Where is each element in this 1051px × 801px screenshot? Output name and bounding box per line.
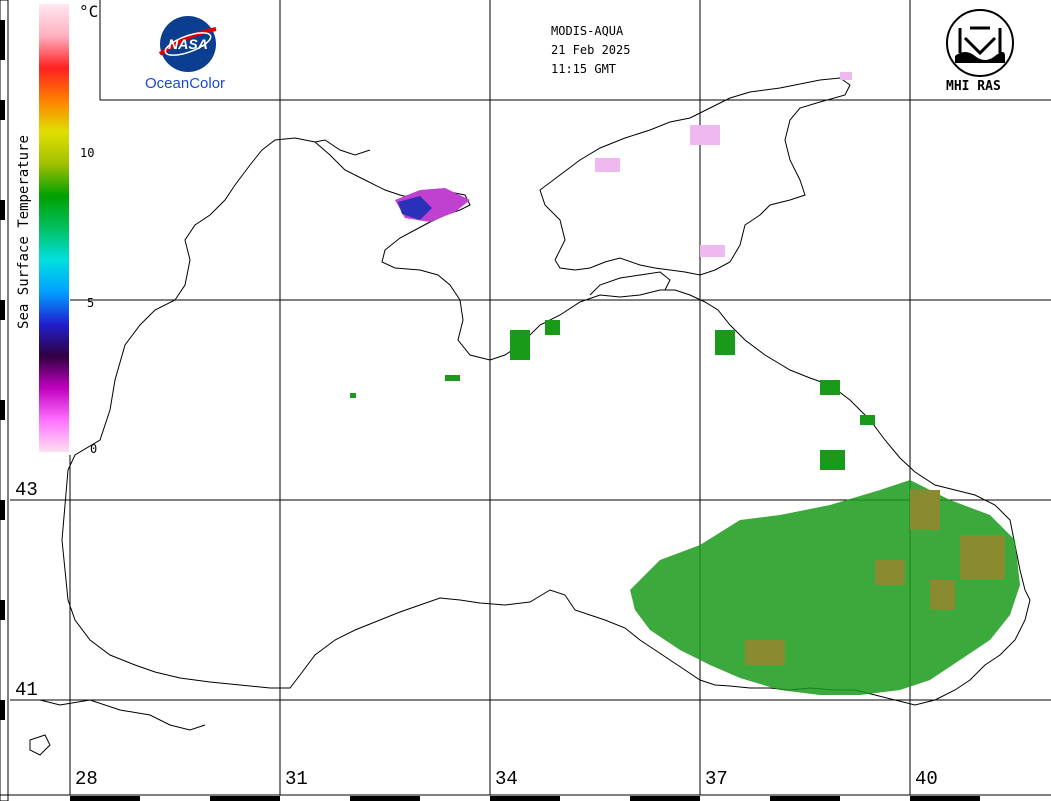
sensor-label: MODIS-AQUA	[551, 24, 624, 38]
lat-label: 41	[15, 679, 38, 701]
lon-label: 31	[285, 768, 308, 790]
sst-data	[350, 72, 1020, 695]
lon-label: 34	[495, 768, 518, 790]
nasa-logo: NASA	[158, 14, 218, 74]
time-label: 11:15 GMT	[551, 62, 617, 76]
mhi-logo	[945, 8, 1015, 78]
oceancolor-label: OceanColor	[145, 75, 226, 92]
legend-color-bar	[39, 4, 69, 452]
left-ruler	[0, 0, 9, 801]
lat-label: 43	[15, 479, 38, 501]
legend-title: Sea Surface Temperature	[16, 135, 32, 329]
sst-patch-azov-pink	[595, 72, 852, 257]
legend-title-wrap: Sea Surface Temperature	[14, 92, 34, 372]
legend-tick: 5	[87, 296, 95, 310]
legend-tick: 10	[80, 146, 95, 160]
legend-unit: °C	[79, 2, 99, 21]
sst-patch-olive	[745, 490, 1005, 665]
lon-label: 37	[705, 768, 728, 790]
mhi-ras-label: MHI RAS	[946, 79, 1001, 94]
svg-text:NASA: NASA	[168, 36, 208, 52]
lon-label: 40	[915, 768, 938, 790]
lon-label: 28	[75, 768, 98, 790]
date-label: 21 Feb 2025	[551, 43, 631, 57]
sst-patch-southeast-green	[630, 480, 1020, 695]
image-header: MODIS-AQUA 21 Feb 2025 11:15 GMT	[551, 22, 630, 79]
legend-tick: 0	[90, 442, 98, 456]
sst-patch-cold-blue	[398, 196, 432, 220]
bottom-ruler	[0, 794, 1051, 801]
sst-patch-green-scatter	[350, 320, 875, 470]
coastline	[29, 77, 1031, 756]
